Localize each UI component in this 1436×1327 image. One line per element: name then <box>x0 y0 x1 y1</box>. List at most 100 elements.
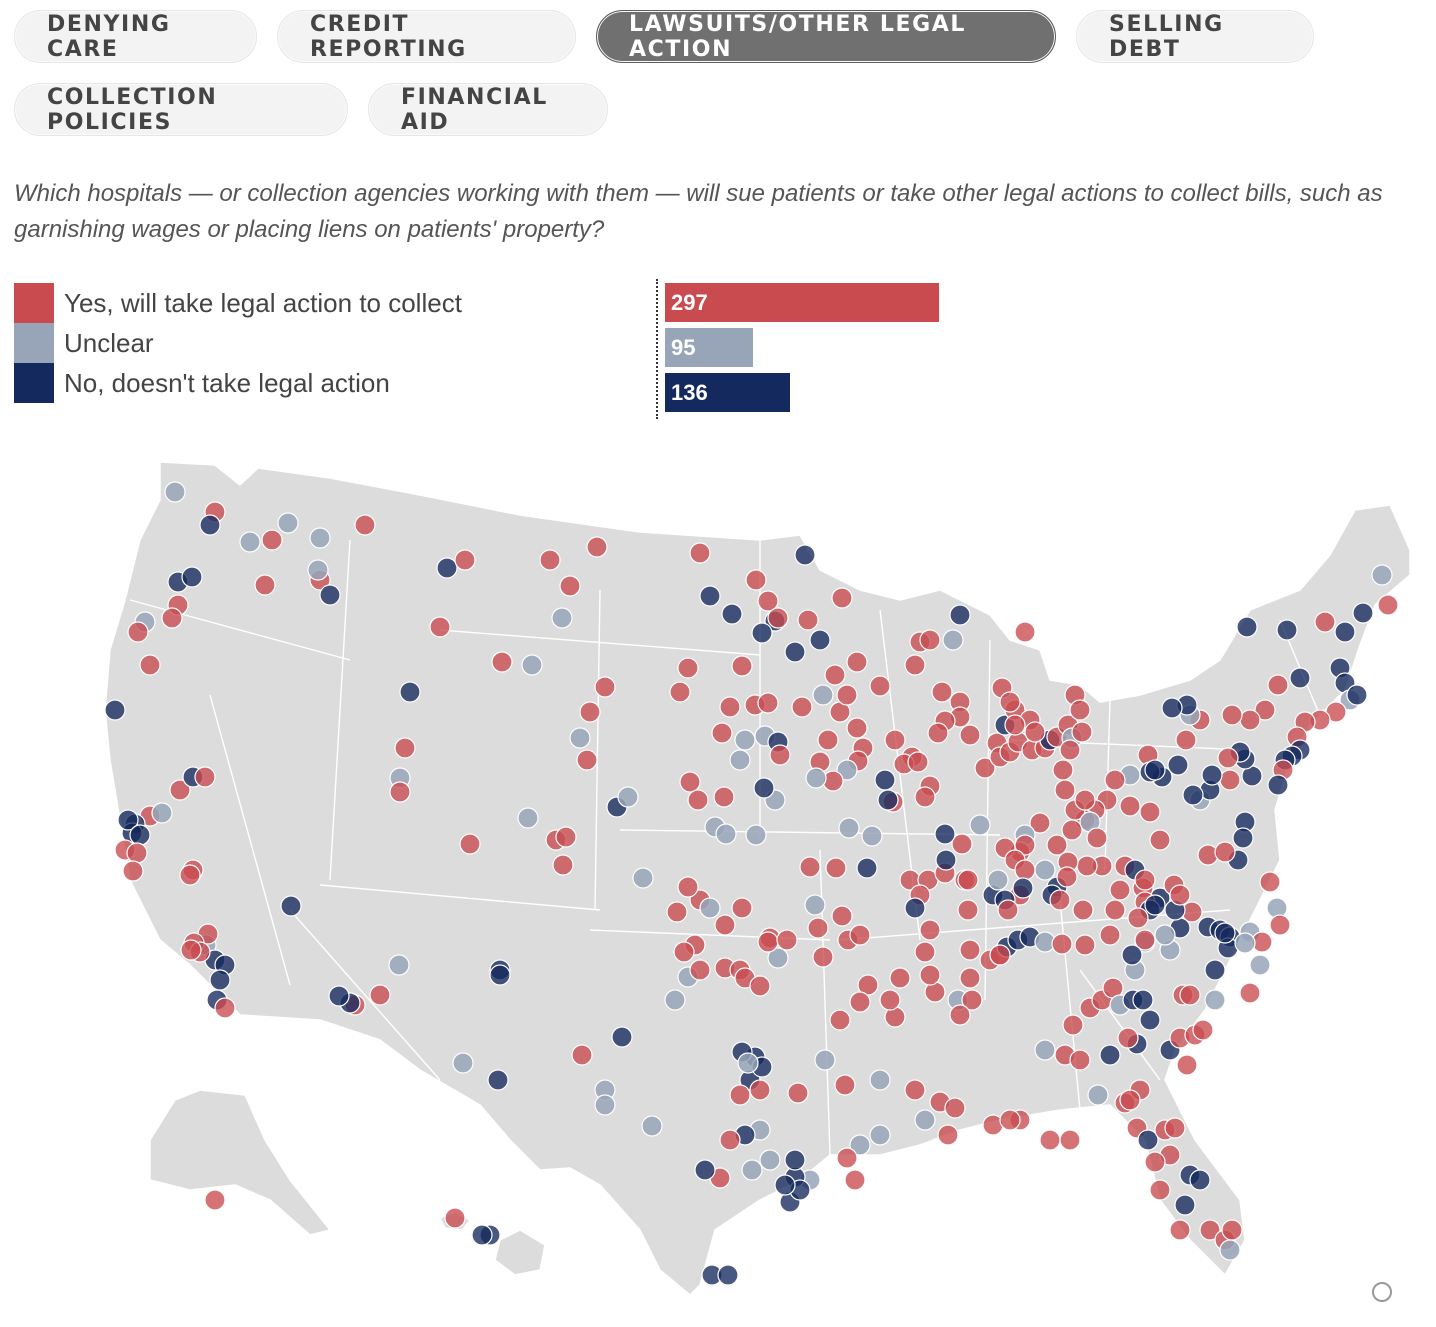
dot-unclear[interactable] <box>759 1149 781 1171</box>
dot-no[interactable] <box>1167 754 1189 776</box>
dot-yes[interactable] <box>714 914 736 936</box>
dot-yes[interactable] <box>679 771 701 793</box>
dot-yes[interactable] <box>1061 819 1083 841</box>
dot-yes[interactable] <box>1176 1054 1198 1076</box>
dot-yes[interactable] <box>757 692 779 714</box>
dot-yes[interactable] <box>1004 714 1026 736</box>
dot-no[interactable] <box>774 1174 796 1196</box>
dot-yes[interactable] <box>797 609 819 631</box>
dot-yes[interactable] <box>1119 795 1141 817</box>
dot-unclear[interactable] <box>551 607 573 629</box>
reset-circle-icon[interactable] <box>1372 1282 1392 1302</box>
dot-no[interactable] <box>809 629 831 651</box>
dot-yes[interactable] <box>849 991 871 1013</box>
dot-yes[interactable] <box>829 1009 851 1031</box>
dot-no[interactable] <box>1267 774 1289 796</box>
dot-no[interactable] <box>949 604 971 626</box>
dot-yes[interactable] <box>1074 789 1096 811</box>
dot-yes[interactable] <box>731 897 753 919</box>
dot-yes[interactable] <box>812 946 834 968</box>
dot-unclear[interactable] <box>632 867 654 889</box>
dot-yes[interactable] <box>831 587 853 609</box>
dot-yes[interactable] <box>179 864 201 886</box>
dot-unclear[interactable] <box>641 1115 663 1137</box>
dot-yes[interactable] <box>957 869 979 891</box>
dot-yes[interactable] <box>161 607 183 629</box>
dot-no[interactable] <box>717 1264 739 1286</box>
dot-yes[interactable] <box>904 1079 926 1101</box>
dot-yes[interactable] <box>974 757 996 779</box>
dot-yes[interactable] <box>1039 1129 1061 1151</box>
dot-yes[interactable] <box>1199 1219 1221 1241</box>
dot-unclear[interactable] <box>869 1069 891 1091</box>
dot-unclear[interactable] <box>942 629 964 651</box>
dot-yes[interactable] <box>1099 924 1121 946</box>
dot-unclear[interactable] <box>737 1052 759 1074</box>
dot-yes[interactable] <box>1014 859 1036 881</box>
dot-no[interactable] <box>877 789 899 811</box>
dot-yes[interactable] <box>731 655 753 677</box>
dot-yes[interactable] <box>937 1124 959 1146</box>
dot-yes[interactable] <box>849 924 871 946</box>
dot-yes[interactable] <box>669 681 691 703</box>
dot-yes[interactable] <box>949 1004 971 1026</box>
dot-no[interactable] <box>934 823 956 845</box>
dot-yes[interactable] <box>689 542 711 564</box>
dot-yes[interactable] <box>1214 841 1236 863</box>
dot-yes[interactable] <box>1024 721 1046 743</box>
dot-no[interactable] <box>1276 619 1298 641</box>
dot-yes[interactable] <box>817 729 839 751</box>
dot-yes[interactable] <box>745 569 767 591</box>
dot-no[interactable] <box>328 985 350 1007</box>
dot-no[interactable] <box>699 585 721 607</box>
dot-yes[interactable] <box>127 621 149 643</box>
dot-no[interactable] <box>935 849 957 871</box>
dot-no[interactable] <box>874 769 896 791</box>
dot-unclear[interactable] <box>388 954 410 976</box>
dot-no[interactable] <box>280 895 302 917</box>
dot-yes[interactable] <box>999 691 1021 713</box>
dot-yes[interactable] <box>907 751 929 773</box>
dot-yes[interactable] <box>1254 699 1276 721</box>
dot-yes[interactable] <box>919 919 941 941</box>
dot-unclear[interactable] <box>987 869 1009 891</box>
dot-no[interactable] <box>129 824 151 846</box>
dot-yes[interactable] <box>931 681 953 703</box>
dot-yes[interactable] <box>1072 899 1094 921</box>
dot-unclear[interactable] <box>734 729 756 751</box>
dot-yes[interactable] <box>1049 889 1071 911</box>
dot-yes[interactable] <box>1175 729 1197 751</box>
dot-yes[interactable] <box>1056 866 1078 888</box>
dot-yes[interactable] <box>1239 982 1261 1004</box>
dot-yes[interactable] <box>719 696 741 718</box>
dot-yes[interactable] <box>927 722 949 744</box>
dot-no[interactable] <box>1174 1194 1196 1216</box>
dot-unclear[interactable] <box>969 814 991 836</box>
dot-yes[interactable] <box>1144 1151 1166 1173</box>
dot-no[interactable] <box>1236 616 1258 638</box>
dot-unclear[interactable] <box>1034 859 1056 881</box>
dot-no[interactable] <box>399 681 421 703</box>
dot-unclear[interactable] <box>569 727 591 749</box>
dot-yes[interactable] <box>769 744 791 766</box>
dot-unclear[interactable] <box>521 654 543 676</box>
dot-yes[interactable] <box>559 575 581 597</box>
dot-yes[interactable] <box>1134 869 1156 891</box>
dot-yes[interactable] <box>713 786 735 808</box>
dot-unclear[interactable] <box>767 947 789 969</box>
dot-yes[interactable] <box>944 1097 966 1119</box>
dot-yes[interactable] <box>454 549 476 571</box>
dot-yes[interactable] <box>767 607 789 629</box>
dot-yes[interactable] <box>959 967 981 989</box>
dot-yes[interactable] <box>914 786 936 808</box>
dot-unclear[interactable] <box>1234 932 1256 954</box>
dot-yes[interactable] <box>594 676 616 698</box>
dot-yes[interactable] <box>677 657 699 679</box>
dot-no[interactable] <box>856 857 878 879</box>
dot-unclear[interactable] <box>1249 954 1271 976</box>
dot-no[interactable] <box>1099 1044 1121 1066</box>
dot-yes[interactable] <box>857 974 879 996</box>
dot-unclear[interactable] <box>812 684 834 706</box>
dot-unclear[interactable] <box>664 989 686 1011</box>
dot-yes[interactable] <box>1029 812 1051 834</box>
